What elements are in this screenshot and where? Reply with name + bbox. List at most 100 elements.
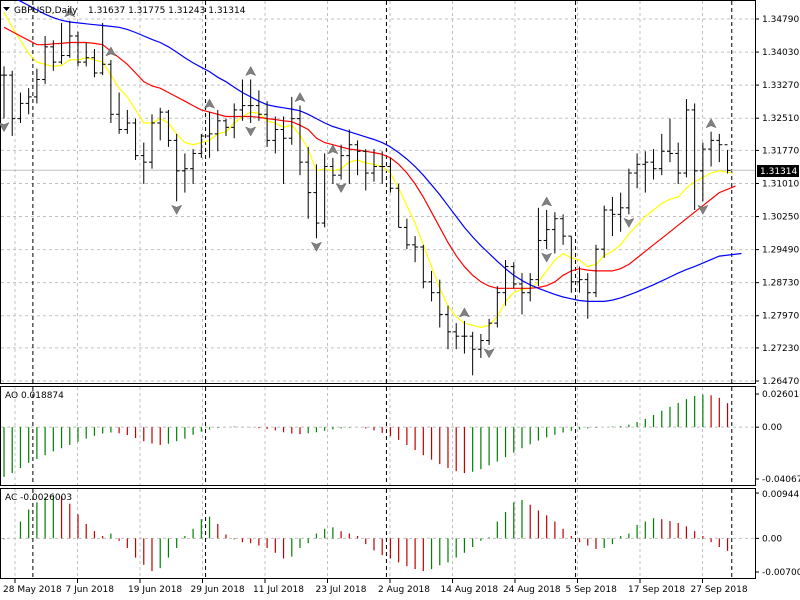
ohlc-bar (231, 103, 238, 139)
fractal-down-arrow-icon (0, 122, 10, 133)
price-tick-label: 1.34030 (762, 48, 799, 58)
price-tick-label: 1.32510 (762, 114, 799, 124)
fractal-down-arrow-icon (541, 252, 553, 263)
time-tick-label: 23 Jul 2018 (316, 585, 367, 595)
ohlc-bar (25, 88, 32, 115)
ao-title: AO 0.018874 (5, 391, 64, 401)
ohlc-bar (699, 142, 706, 202)
fractal-markers (0, 7, 717, 359)
time-tick-label: 5 Sep 2018 (566, 585, 618, 595)
ac-panel[interactable] (0, 488, 756, 579)
ac-tick-label: 0.00 (762, 534, 782, 544)
ohlc-bar (148, 114, 155, 169)
time-tick-label: 28 May 2018 (3, 585, 62, 595)
ohlc-bar (502, 260, 509, 306)
ohlc-bar (313, 164, 320, 239)
fractal-down-arrow-icon (245, 126, 257, 137)
time-tick-label: 17 Sep 2018 (628, 585, 685, 595)
price-tick-label: 1.27970 (762, 312, 799, 322)
ohlc-bar (436, 279, 443, 328)
ohlc-bar (551, 212, 558, 254)
ohlc-bar (543, 210, 550, 250)
ac-tick-label: -0.007000 (762, 568, 800, 578)
fractal-up-arrow-icon (105, 46, 117, 57)
ohlc-bar (66, 20, 73, 58)
ohlc-bar (453, 323, 460, 350)
ohlc-bar (255, 90, 262, 121)
fractal-up-arrow-icon (245, 65, 257, 76)
ao-panel[interactable] (0, 386, 756, 486)
fractal-up-arrow-icon (64, 7, 76, 18)
ohlc-bar (642, 151, 649, 193)
ohlc-bar (17, 92, 24, 123)
ohlc-bar (99, 22, 106, 76)
ohlc-bar (387, 157, 394, 193)
ohlc-bar (1, 66, 7, 119)
fractal-up-arrow-icon (294, 92, 306, 103)
price-tick-label: 1.26470 (762, 377, 799, 387)
ohlc-bar (494, 286, 501, 328)
ao-tick-label: 0.00 (762, 423, 782, 433)
time-tick-label: 7 Jun 2018 (66, 585, 115, 595)
ohlc-bar (403, 218, 410, 250)
ohlc-bar (296, 105, 303, 176)
ohlc-bar (675, 142, 682, 184)
fractal-down-arrow-icon (623, 217, 635, 228)
ohlc-bar (116, 92, 123, 134)
ohlc-bar (198, 133, 205, 158)
price-tick-label: 1.29490 (762, 246, 799, 256)
ohlc-bar (477, 334, 484, 358)
ohlc-bar (617, 192, 624, 232)
ohlc-bar (592, 244, 599, 298)
fractal-up-arrow-icon (705, 118, 717, 129)
fractal-up-arrow-icon (541, 196, 553, 207)
ohlc-bar (329, 157, 336, 184)
ohlc-bar (181, 153, 188, 193)
ac-tick-label: 0.009442 (762, 490, 800, 500)
ohlc-bar (379, 151, 386, 184)
price-axis: 1.34790 1.34030 1.33270 1.32510 1.31770 1.310… (755, 15, 800, 578)
ohlc-bar (58, 22, 65, 65)
ohlc-bar (272, 116, 279, 154)
ohlc-bar (691, 103, 698, 211)
ohlc-bar (609, 196, 616, 237)
ohlc-bar (708, 131, 715, 167)
symbol-label: GBPUSD,Daily (14, 6, 78, 16)
ohlc-bar (362, 149, 369, 191)
ohlc-bar (724, 144, 731, 174)
dropdown-triangle-icon[interactable] (3, 7, 10, 11)
ohlc-bar (666, 118, 673, 163)
ohlc-bar (346, 129, 353, 184)
ohlc-bar (420, 244, 427, 289)
ohlc-bar (9, 70, 16, 137)
ohlc-bar (601, 205, 608, 258)
ohlc-bar (305, 146, 312, 219)
time-tick-label: 27 Sep 2018 (691, 585, 748, 595)
ohlc-bar (107, 59, 114, 123)
price-panel[interactable] (0, 0, 756, 384)
ohlc-bar (683, 99, 690, 178)
ac-histogram (3, 495, 729, 572)
price-tick-label: 1.28730 (762, 279, 799, 289)
ohlc-bar (214, 109, 221, 152)
ohlc-bar (132, 118, 139, 160)
ohlc-bar (222, 118, 229, 137)
ohlc-bar (535, 207, 542, 287)
fractal-up-arrow-icon (327, 144, 339, 155)
ohlc-bar (354, 140, 361, 176)
ohlc-bar (576, 266, 583, 293)
ohlc-bar (42, 35, 49, 84)
time-tick-label: 14 Aug 2018 (441, 585, 499, 595)
current-price-badge: 1.31314 (757, 165, 799, 177)
ohlc-bar (716, 133, 723, 163)
fractal-down-arrow-icon (697, 204, 709, 215)
ohlc-bar (650, 149, 657, 180)
ohlc-bar (190, 149, 197, 184)
current-price-value: 1.31314 (760, 167, 797, 177)
ohlc-bar (469, 331, 476, 376)
ohlc-bar (634, 153, 641, 189)
period-separators (32, 1, 733, 578)
ohlc-bar (83, 42, 90, 67)
ohlc-bar (239, 79, 246, 121)
